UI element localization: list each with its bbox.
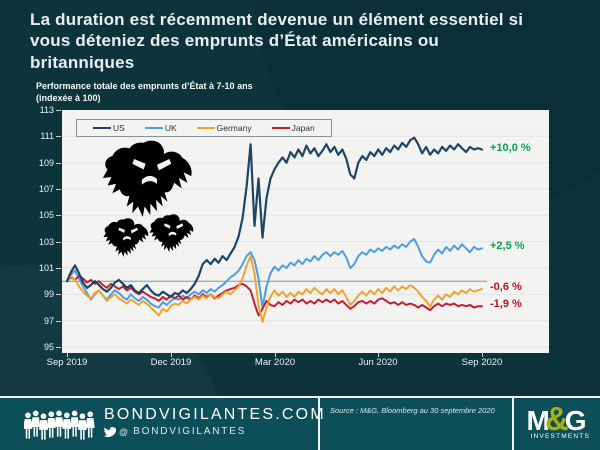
legend-label: Japan [291, 123, 315, 133]
y-axis-tick [56, 163, 61, 164]
legend-item-us: US [83, 123, 135, 133]
y-axis-label-97: 97 [43, 316, 54, 326]
x-axis-tick [171, 353, 172, 357]
plot-area: US UK Germany Japan +10,0 % +2,5 % -0,6 % -1,9… [62, 110, 549, 353]
x-axis-label-sep-2019: Sep 2019 [46, 357, 88, 368]
y-axis-tick [56, 110, 61, 111]
page-title-line-3: britanniques [30, 52, 135, 72]
chart-title-line-1: Performance totale des emprunts d’État à… [36, 81, 253, 91]
source-note: Source : M&G, Bloomberg au 30 septembre … [330, 406, 495, 415]
mg-logo-wordmark: M & G [519, 402, 593, 435]
x-axis-tick [275, 353, 276, 357]
legend-label: Germany [216, 123, 252, 133]
legend-swatch [144, 126, 163, 130]
y-axis-label-113: 113 [39, 105, 54, 115]
logo-letter-m: M [526, 405, 550, 436]
y-axis-tick [56, 242, 61, 243]
mg-investments-logo: M & G INVESTMENTS [519, 402, 593, 440]
site-url: BONDVIGILANTES.COM [104, 406, 326, 423]
series-end-label-us: +10,0 % [490, 142, 531, 154]
y-axis-label-105: 105 [38, 210, 54, 220]
legend-label: US [113, 123, 125, 133]
line-chart [62, 135, 549, 348]
y-axis-tick [56, 215, 61, 216]
chart-legend: US UK Germany Japan [76, 119, 332, 137]
y-axis-label-103: 103 [38, 237, 54, 247]
y-axis-tick [56, 268, 61, 269]
x-axis-tick [67, 353, 68, 357]
logo-letter-g: G [564, 405, 587, 436]
x-axis-label-jun-2020: Jun 2020 [358, 357, 398, 368]
twitter-bird-icon [104, 426, 116, 437]
legend-label: UK [164, 123, 177, 133]
y-axis-tick [56, 189, 61, 190]
series-end-label-japan: -1,9 % [490, 298, 522, 310]
y-axis-label-109: 109 [38, 158, 54, 168]
footer-branding: BONDVIGILANTES.COM @ BONDVIGILANTES [104, 406, 326, 437]
y-axis-label-101: 101 [38, 263, 54, 273]
page-title-line-1: La duration est récemment devenue un élé… [30, 10, 524, 29]
series-end-label-uk: +2,5 % [490, 240, 525, 252]
page-title: La duration est récemment devenue un élé… [30, 9, 582, 73]
logo-tagline: INVESTMENTS [530, 433, 590, 440]
series-line-germany [66, 255, 483, 323]
y-axis-label-99: 99 [43, 289, 54, 299]
twitter-at-symbol: @ [119, 426, 129, 437]
y-axis-tick [56, 321, 61, 322]
footer-divider-right [512, 398, 514, 450]
y-axis-label-95: 95 [43, 342, 54, 352]
crowd-icon [24, 410, 95, 440]
legend-item-japan: Japan [262, 123, 325, 133]
x-axis-label-mar-2020: Mar 2020 [254, 357, 296, 368]
legend-swatch [93, 126, 111, 130]
y-axis-tick [56, 136, 61, 137]
y-axis-label-107: 107 [38, 184, 54, 194]
y-axis-tick [56, 347, 61, 348]
series-end-label-germany: -0,6 % [490, 281, 522, 293]
twitter-handle: BONDVIGILANTES [133, 426, 247, 437]
x-axis-tick [378, 353, 379, 357]
chart-title: Performance totale des emprunts d’État à… [36, 80, 253, 104]
footer-divider-left [318, 398, 320, 450]
legend-item-uk: UK [135, 123, 187, 133]
x-axis-label-dec-2019: Dec 2019 [150, 357, 192, 368]
legend-swatch [196, 126, 215, 130]
x-axis-tick [482, 353, 483, 357]
logo-ampersand: & [544, 400, 569, 437]
footer-band: BONDVIGILANTES.COM @ BONDVIGILANTES Sour… [0, 396, 600, 450]
series-line-us [65, 136, 484, 299]
legend-item-germany: Germany [187, 123, 262, 133]
y-axis-label-111: 111 [40, 131, 54, 141]
series-line-uk [66, 238, 483, 309]
x-axis-label-sep-2020: Sep 2020 [461, 357, 503, 368]
page-title-line-2: vous déteniez des emprunts d’État améric… [30, 31, 440, 51]
legend-swatch [271, 126, 290, 130]
twitter-row: @ BONDVIGILANTES [104, 426, 326, 437]
chart-title-line-2: (indexée à 100) [36, 93, 101, 104]
y-axis-tick [56, 294, 61, 295]
